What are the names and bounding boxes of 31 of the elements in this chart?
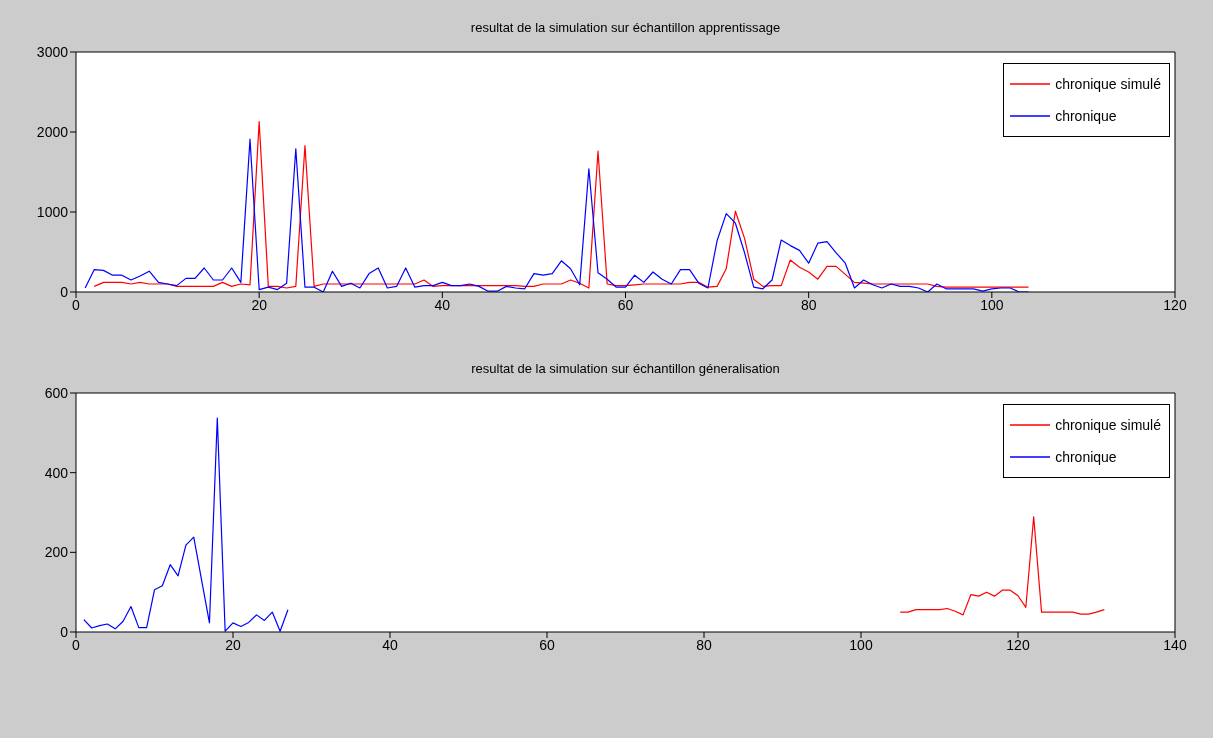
chart-title: resultat de la simulation sur échantillon géneralisation [470,361,781,376]
x-tick-label: 40 [382,636,398,653]
x-tick-label: 60 [617,296,634,313]
y-tick-label: 400 [44,464,69,481]
legend-label: chronique simulé [1055,76,1161,92]
line-series [83,417,289,632]
y-tick-label: 1000 [36,203,69,220]
x-tick-label: 140 [1163,636,1187,653]
x-tick-label: 0 [72,636,81,653]
y-tick-label: 0 [60,283,69,300]
y-tick-label: 2000 [36,123,69,140]
x-tick-label: 60 [539,636,555,653]
y-tick-label: 3000 [36,43,69,60]
y-tick-label: 600 [44,384,69,401]
x-tick-label: 120 [1006,636,1030,653]
x-tick-label: 20 [251,296,268,313]
chart-title: resultat de la simulation sur échantillon apprentissage [469,20,782,35]
y-tick-label: 0 [60,623,69,640]
x-tick-label: 0 [72,296,81,313]
legend-label: chronique [1055,449,1117,465]
x-tick-label: 20 [225,636,241,653]
x-tick-label: 120 [1163,296,1187,313]
legend-label: chronique simulé [1055,417,1161,433]
x-tick-label: 80 [696,636,712,653]
x-tick-label: 100 [849,636,873,653]
line-series [899,516,1105,616]
x-tick-label: 100 [980,296,1004,313]
x-tick-label: 40 [434,296,451,313]
x-tick-label: 80 [800,296,817,313]
y-tick-label: 200 [44,544,69,561]
legend-label: chronique [1055,108,1117,124]
